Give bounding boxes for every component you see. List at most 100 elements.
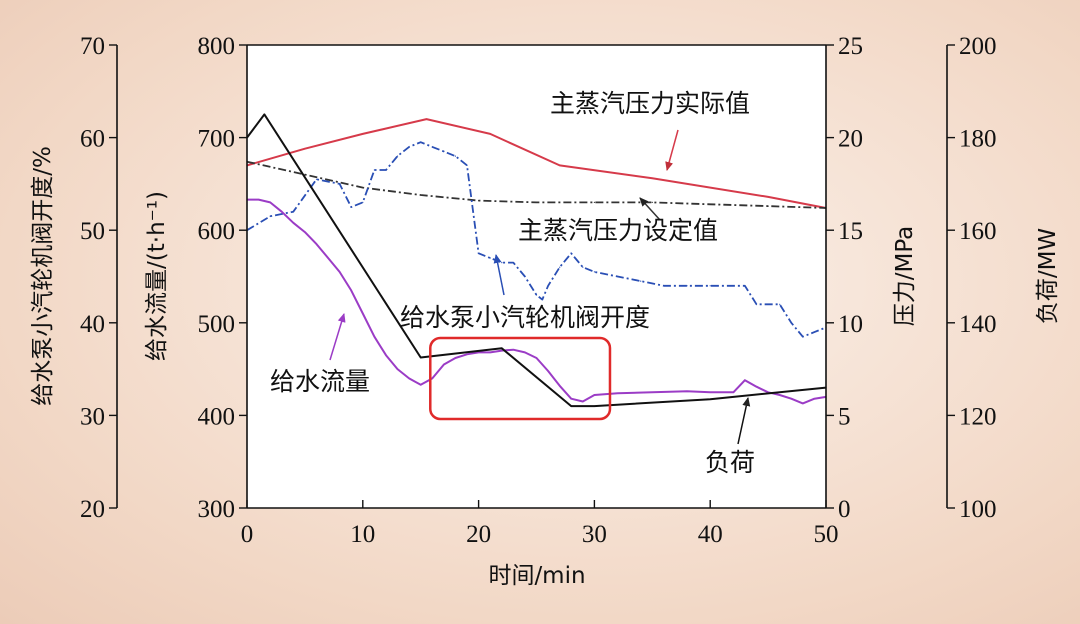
load-point [501,347,503,349]
valve-opening-point [709,285,711,287]
feedwater-flow-point [315,243,318,245]
valve-opening-point [535,294,538,296]
valve-tick-label: 70 [80,33,105,60]
feedwater-flow-point [362,312,364,315]
valve-opening-point [593,271,596,273]
feedwater-flow-point [593,394,596,396]
x-axis-title: 时间/min [488,563,585,589]
feedwater-flow-point [396,368,399,370]
valve-opening-point [686,285,688,287]
valve-opening-point [512,262,514,264]
valve-opening-point [732,285,735,287]
valve-opening-point [292,211,294,213]
pressure-setpoint-point [362,187,364,189]
valve-opening-point [373,169,375,171]
feedwater-flow-point [559,385,561,387]
pressure-actual-point [425,118,428,120]
flow-tick-label: 800 [198,33,236,60]
feedwater-flow-point [732,391,735,393]
feedwater-flow-point [304,231,306,233]
highlight-box [429,336,612,421]
valve-opening-point [582,266,584,268]
feedwater-flow-point [535,357,538,359]
feedwater-flow-point [709,391,711,393]
valve-opening-point [350,206,352,208]
pressure-setpoint-point [535,201,538,203]
valve-opening-point [547,285,549,287]
pressure-setpoint-point [767,205,769,207]
feedwater-flow-point [420,384,422,386]
valve-tick-label: 60 [80,126,105,153]
flow-axis-title: 给水流量/(t·h⁻¹) [144,191,170,361]
pressure-actual-pointer [665,129,679,171]
pressure-tick-label: 5 [838,403,851,430]
valve-opening-point [559,266,561,268]
valve-opening-point [443,150,445,153]
valve-opening-point [396,155,399,157]
feedwater-flow-point [385,354,387,356]
valve-opening-point [663,285,665,287]
load-pointer [737,397,751,445]
load-point [570,405,572,407]
pressure-tick-label: 10 [838,311,863,338]
pressure-actual-label: 主蒸汽压力实际值 [550,89,750,118]
load-tick-label: 140 [959,311,997,338]
valve-opening-point [755,303,758,305]
valve-opening-point [466,164,468,166]
pressure-setpoint-label: 主蒸汽压力设定值 [518,216,718,245]
valve-opening-label: 给水泵小汽轮机阀开度 [400,303,650,332]
valve-opening-point [489,257,491,259]
axes-layer: 2030405060703004005006007008000510152025… [80,33,997,548]
valve-opening-pointer [493,254,505,296]
valve-opening-point [501,262,503,264]
pressure-actual-point [767,196,769,198]
pressure-actual-point [304,148,306,150]
feedwater-flow-point [790,398,792,400]
valve-opening-point [315,178,318,180]
feedwater-flow-point [258,199,260,201]
valve-opening-point [362,201,364,203]
load-axis-title: 负荷/MW [1035,228,1061,324]
x-tick-label: 50 [814,521,839,548]
pressure-actual-point [489,133,491,135]
flow-tick-label: 400 [198,403,236,430]
feedwater-flow-point [339,271,341,273]
valve-opening-point [802,336,804,338]
feedwater-flow-point [431,377,433,379]
valve-tick-label: 20 [80,496,105,523]
valve-opening-point [269,215,271,217]
load-line [246,113,827,408]
valve-opening-point [541,299,543,301]
valve-opening-point [478,252,480,254]
feedwater-flow-point [489,351,491,353]
flow-tick-label: 700 [198,126,236,153]
x-tick-label: 10 [350,521,375,548]
valve-opening-point [420,141,422,143]
load-point [709,398,711,400]
valve-opening-point [744,285,746,287]
series-layer [246,113,827,408]
pressure-setpoint-point [304,174,306,176]
pressure-axis-title: 压力/MPa [892,226,918,327]
load-tick-label: 120 [959,403,997,430]
valve-opening-point [431,146,433,148]
feedwater-flow-point [813,398,816,400]
feedwater-flow-point [755,386,758,388]
valve-axis-title: 给水泵小汽轮机阀开度/% [30,146,56,406]
feedwater-flow-point [350,289,352,291]
valve-opening-point [408,146,410,148]
pressure-tick-label: 20 [838,126,863,153]
valve-opening-point [779,303,781,305]
feedwater-flow-point [512,349,514,351]
feedwater-flow-point [281,211,283,213]
flow-tick-label: 600 [198,218,236,245]
feedwater-flow-point [501,350,503,352]
pressure-setpoint-point [709,203,711,205]
valve-opening-point [454,155,456,157]
feedwater-flow-point [327,257,329,259]
feedwater-flow-point [292,222,294,224]
feedwater-flow-point [466,353,468,355]
feedwater-flow-point [779,394,781,396]
load-tick-label: 200 [959,33,997,60]
pressure-tick-label: 0 [838,496,851,523]
